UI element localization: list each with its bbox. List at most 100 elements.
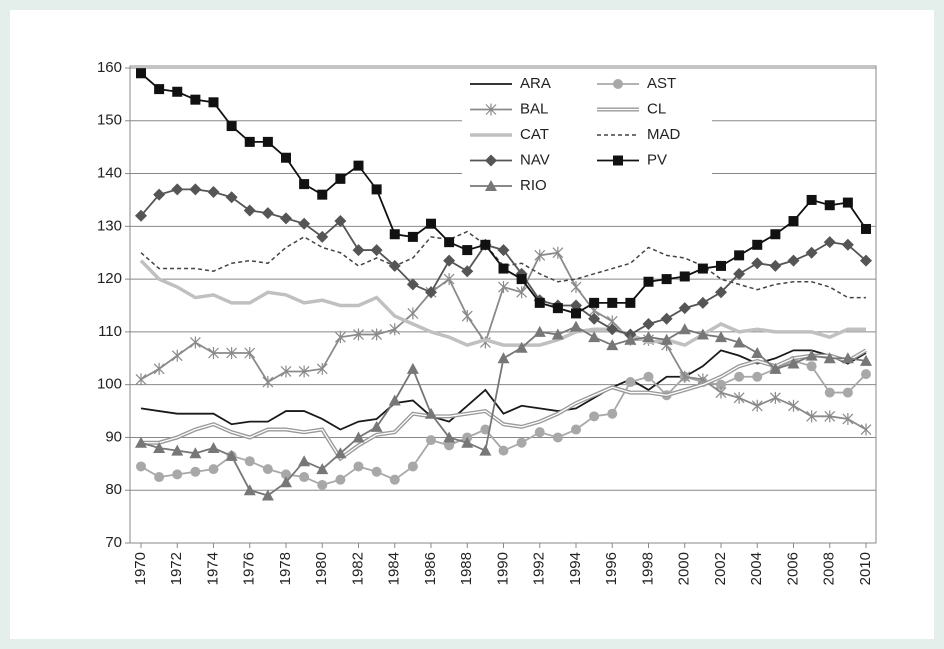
marker	[371, 328, 383, 341]
marker	[207, 186, 220, 199]
marker	[389, 474, 400, 485]
marker	[225, 449, 238, 461]
marker	[208, 464, 219, 475]
marker	[406, 278, 419, 291]
series-line	[139, 259, 866, 347]
marker	[516, 286, 528, 299]
marker	[570, 320, 582, 332]
marker	[370, 244, 383, 257]
marker	[696, 328, 709, 340]
marker	[443, 273, 455, 286]
marker	[190, 466, 201, 477]
marker	[136, 68, 146, 79]
marker	[171, 349, 183, 362]
marker	[226, 121, 237, 132]
marker	[389, 323, 401, 336]
marker	[769, 391, 781, 404]
marker	[606, 339, 619, 351]
marker	[497, 244, 510, 257]
marker	[335, 474, 346, 485]
marker	[751, 399, 763, 412]
marker	[461, 265, 474, 278]
marker	[262, 376, 274, 389]
marker	[280, 365, 292, 378]
marker	[841, 352, 854, 364]
x-tick-label: 2006	[784, 552, 801, 585]
marker	[388, 394, 401, 406]
x-tick-label: 1994	[567, 552, 584, 585]
marker	[787, 357, 800, 369]
x-tick-label: 1982	[349, 552, 366, 585]
marker	[606, 323, 619, 336]
marker	[461, 436, 474, 448]
marker	[625, 297, 636, 308]
marker	[643, 371, 654, 382]
marker	[281, 152, 291, 163]
marker	[788, 399, 799, 412]
marker	[660, 312, 673, 325]
marker	[261, 489, 274, 501]
marker	[498, 445, 509, 456]
marker	[642, 331, 655, 343]
legend-label: NAV	[520, 151, 550, 168]
marker	[154, 472, 165, 483]
x-tick-label: 1992	[531, 552, 548, 585]
marker	[353, 160, 364, 171]
marker	[861, 369, 871, 380]
marker	[317, 189, 328, 200]
marker	[352, 244, 365, 257]
marker	[734, 250, 745, 261]
marker	[643, 276, 654, 287]
x-tick-label: 2010	[857, 552, 874, 585]
x-tick-label: 1988	[458, 552, 475, 585]
marker	[824, 387, 835, 398]
legend-marker	[485, 103, 497, 116]
marker	[406, 362, 419, 374]
marker	[716, 260, 726, 271]
legend-label: CL	[647, 100, 666, 117]
marker	[226, 347, 238, 359]
x-tick-label: 1998	[639, 552, 656, 585]
marker	[752, 239, 763, 250]
y-tick-label: 160	[97, 59, 122, 76]
legend-label: BAL	[520, 100, 548, 117]
marker	[172, 86, 183, 97]
legend-marker	[613, 79, 623, 89]
marker	[189, 447, 202, 459]
marker	[407, 461, 418, 472]
marker	[480, 239, 491, 250]
marker	[607, 297, 618, 308]
marker	[498, 263, 509, 274]
marker	[153, 188, 166, 201]
y-tick-label: 140	[97, 165, 122, 182]
marker	[679, 271, 690, 282]
marker	[389, 229, 400, 240]
marker	[334, 331, 346, 344]
marker	[588, 312, 601, 325]
x-tick-label: 1974	[204, 552, 221, 585]
x-tick-label: 1990	[494, 552, 511, 585]
marker	[715, 286, 727, 299]
marker	[752, 371, 763, 382]
y-tick-label: 150	[97, 112, 122, 129]
marker	[299, 179, 310, 190]
x-tick-label: 1970	[132, 552, 149, 585]
marker	[551, 328, 564, 340]
marker	[860, 354, 872, 366]
series-line	[140, 230, 866, 299]
marker	[734, 371, 745, 382]
marker	[625, 377, 636, 388]
marker	[443, 254, 456, 267]
marker	[823, 352, 836, 364]
marker	[642, 317, 655, 330]
legend-marker	[613, 155, 623, 166]
marker	[207, 442, 220, 453]
legend-marker	[485, 180, 497, 191]
marker	[443, 431, 456, 443]
marker	[589, 297, 600, 308]
marker	[281, 469, 291, 480]
marker	[425, 407, 437, 419]
marker	[751, 257, 764, 270]
marker	[823, 236, 836, 249]
